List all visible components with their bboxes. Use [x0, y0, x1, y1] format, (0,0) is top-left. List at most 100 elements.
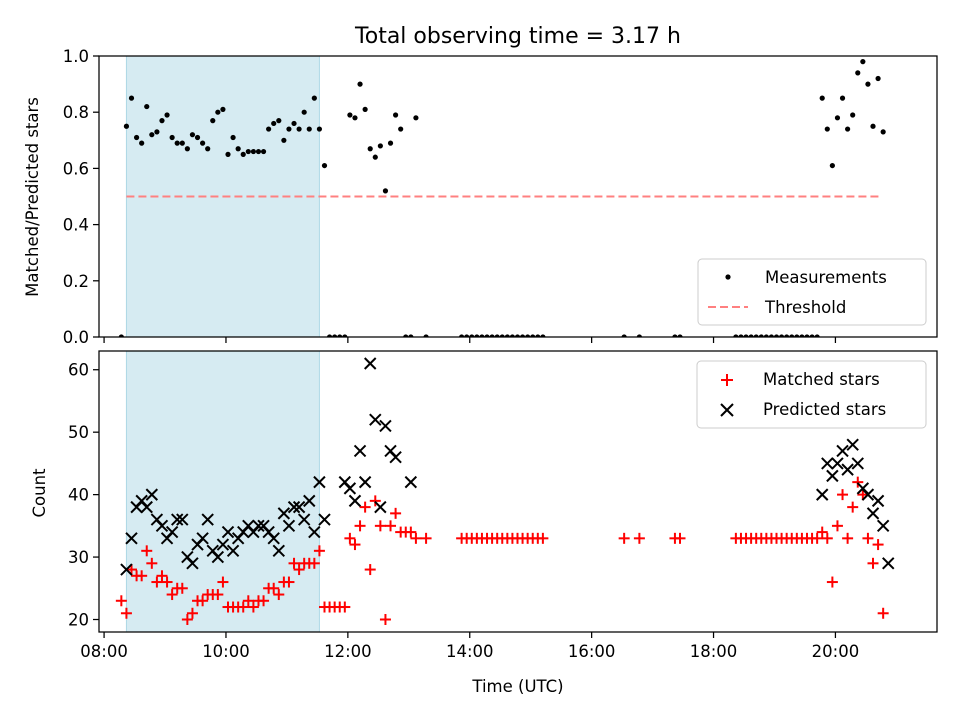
measurement-point	[408, 334, 414, 337]
predicted-star-point	[272, 544, 285, 558]
top-y-tick-label: 1.0	[63, 47, 89, 66]
matched-star-point	[288, 557, 300, 569]
measurement-point	[245, 148, 251, 155]
measurement-point	[311, 95, 317, 101]
predicted-star-point	[221, 525, 235, 539]
bottom-y-tick-label: 30	[68, 548, 89, 567]
predicted-star-point	[145, 488, 159, 501]
measurement-point	[387, 140, 394, 146]
measurement-point	[164, 112, 170, 118]
measurement-point	[225, 151, 231, 157]
predicted-star-point	[826, 469, 839, 483]
measurement-point	[474, 334, 480, 337]
predicted-star-point	[277, 507, 291, 520]
measurement-point	[479, 334, 485, 337]
matched-star-point	[405, 526, 417, 538]
predicted-star-point	[831, 457, 844, 470]
measurement-point	[144, 103, 150, 110]
measurement-point	[347, 112, 353, 118]
predicted-star-point	[389, 450, 402, 464]
measurement-point	[672, 334, 678, 337]
predicted-star-point	[851, 457, 864, 470]
measurement-point	[845, 126, 851, 132]
matched-star-point	[308, 557, 320, 569]
top-y-tick-label: 0.0	[63, 328, 89, 347]
top-plot-area: 0.0 0.2 0.4 0.6 0.8 1.0	[63, 47, 938, 347]
top-legend: Measurements Threshold	[697, 258, 927, 326]
measurement-point	[530, 334, 536, 337]
matched-star-point	[420, 532, 432, 544]
predicted-star-point	[297, 513, 311, 526]
legend-matched-label: Matched stars	[763, 370, 880, 389]
top-y-tick-label: 0.2	[63, 272, 89, 291]
measurement-point	[469, 334, 475, 337]
measurement-point	[382, 188, 389, 194]
predicted-star-point	[211, 550, 225, 564]
top-axes-frame	[98, 55, 938, 338]
measurement-point	[829, 162, 835, 169]
predicted-star-point	[186, 557, 199, 570]
bottom-legend: Matched stars Predicted stars	[696, 360, 927, 429]
bottom-data-layer	[115, 351, 895, 632]
bottom-axes-frame	[98, 350, 938, 633]
measurement-point	[504, 334, 510, 337]
measurement-point	[337, 334, 343, 337]
predicted-star-point	[303, 494, 316, 508]
measurement-point	[839, 95, 846, 101]
matched-star-point	[847, 501, 859, 513]
measurement-point	[377, 143, 383, 149]
predicted-star-point	[374, 500, 387, 514]
measurement-point	[291, 120, 297, 127]
measurement-point	[814, 334, 820, 337]
predicted-star-point	[287, 500, 301, 514]
top-panel: 0.0 0.2 0.4 0.6 0.8 1.0 Matched/Predicted sta…	[23, 47, 938, 347]
measurement-point	[758, 334, 764, 337]
matched-star-point	[273, 589, 285, 601]
predicted-star-point	[267, 532, 280, 545]
predicted-star-point	[292, 500, 306, 514]
measurement-point	[403, 334, 409, 337]
matched-star-point	[618, 532, 630, 544]
measurement-point	[154, 129, 160, 135]
measurement-point	[535, 334, 541, 337]
measurement-point	[413, 115, 419, 121]
measurement-point	[367, 146, 373, 152]
matched-star-point	[136, 570, 148, 582]
measurement-point	[677, 334, 683, 337]
measurement-point	[281, 137, 287, 143]
measurement-point	[276, 118, 282, 124]
measurement-point	[804, 334, 810, 337]
measurement-point	[123, 123, 130, 129]
predicted-star-point	[201, 513, 214, 526]
x-tick-label: 14:00	[446, 642, 494, 661]
matched-star-point	[385, 520, 397, 532]
matched-star-point	[867, 557, 879, 569]
matched-star-point	[339, 601, 351, 613]
measurement-point	[784, 334, 790, 337]
measurement-point	[799, 334, 805, 337]
matched-star-point	[390, 507, 402, 519]
predicted-star-point	[353, 444, 367, 458]
predicted-star-point	[876, 519, 890, 533]
matched-star-point	[364, 564, 376, 576]
matched-star-point	[156, 570, 168, 582]
predicted-star-point	[140, 500, 153, 514]
matched-star-point	[141, 545, 153, 557]
bottom-y-tick-label: 20	[68, 611, 89, 630]
measurement-point	[494, 334, 500, 337]
predicted-star-point	[866, 507, 880, 520]
matched-star-point	[181, 614, 193, 626]
bottom-plot-area: 08:00 10:00 12:00 14:00 16:00 18:00 20:00 20 30 4…	[68, 350, 938, 661]
matched-star-point	[633, 532, 645, 544]
predicted-star-point	[176, 513, 189, 526]
top-y-tick-label: 0.6	[63, 159, 89, 178]
bottom-panel: 08:00 10:00 12:00 14:00 16:00 18:00 20:00 20 30 4…	[30, 350, 938, 696]
measurement-point	[459, 334, 465, 337]
measurement-point	[296, 126, 302, 132]
top-data-layer	[118, 56, 886, 337]
measurement-point	[743, 334, 749, 337]
bottom-series-0	[115, 476, 889, 626]
measurement-point	[763, 334, 769, 337]
matched-star-point	[146, 557, 158, 569]
